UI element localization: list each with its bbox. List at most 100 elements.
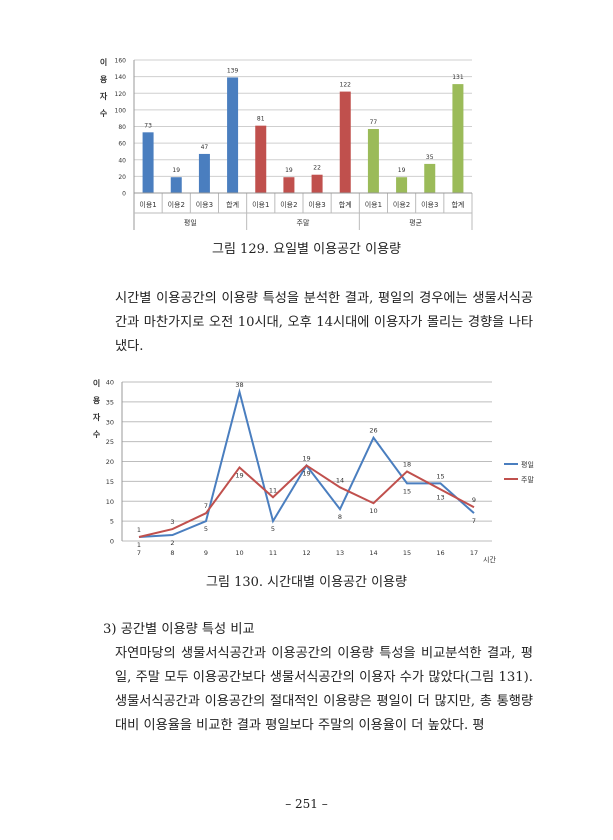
bar-주말-이용3 [311,174,323,193]
y-tick-label: 140 [115,74,127,81]
x-category-label: 합계 [339,200,352,209]
bar-value-label: 19 [172,167,180,174]
bar-평일-합계 [227,77,239,193]
data-label: 19 [302,454,310,462]
x-category-label: 이용3 [421,200,438,209]
y-tick-label: 10 [106,498,114,506]
data-label: 18 [403,460,411,468]
bar-value-label: 35 [426,154,434,161]
x-category-label: 이용3 [308,200,325,209]
x-tick-label: 13 [336,549,344,557]
data-label: 7 [204,502,208,510]
bar-평일-이용1 [142,132,154,193]
y-tick-label: 20 [118,174,126,181]
data-label: 3 [170,518,174,526]
bar-value-label: 22 [313,165,321,172]
bar-평균-합계 [452,84,464,193]
y-tick-label: 25 [106,438,114,446]
x-category-label: 이용2 [280,200,297,209]
y-tick-label: 100 [115,107,127,114]
figure-129-caption: 그림 129. 요일별 이용공간 이용량 [212,242,401,257]
bar-주말-이용1 [255,125,267,193]
y-tick-label: 160 [115,58,127,65]
data-label: 1 [137,526,141,534]
x-category-label: 합계 [451,200,464,209]
y-tick-label: 120 [115,91,127,98]
group-label: 주말 [297,219,310,227]
y-tick-label: 20 [106,458,114,466]
x-tick-label: 9 [204,549,208,557]
x-category-label: 이용1 [139,200,156,209]
x-axis-label: 시간 [483,555,496,564]
data-label: 10 [369,507,377,515]
x-category-label: 이용3 [196,200,213,209]
group-label: 평일 [184,218,197,227]
data-label: 5 [271,525,275,533]
x-category-label: 이용2 [393,200,410,209]
x-tick-label: 16 [436,549,444,557]
bar-평균-이용1 [367,128,379,193]
data-label: 15 [436,472,444,480]
data-label: 11 [269,486,277,494]
bar-평일-이용2 [170,177,182,193]
x-category-label: 합계 [226,200,239,209]
data-label: 1 [137,541,141,549]
section-heading: 3) 공간별 이용량 특성 비교 [103,622,255,637]
page-number: – 251 – [285,797,328,811]
bar-value-label: 47 [201,144,209,151]
bar-value-label: 81 [257,116,265,123]
paragraph-space-comparison: 자연마당의 생물서식공간과 이용공간의 이용량 특성을 비교분석한 결과, 평일… [103,642,533,738]
y-tick-label: 40 [106,379,114,387]
x-category-label: 이용2 [168,200,185,209]
x-tick-label: 7 [137,549,141,557]
bar-주말-합계 [339,91,351,193]
data-label: 15 [403,487,411,495]
y-tick-label: 0 [110,538,114,546]
x-tick-label: 10 [235,549,243,557]
x-category-label: 이용1 [365,200,382,209]
paragraph-time-analysis: 시간별 이용공간의 이용량 특성을 분석한 결과, 평일의 경우에는 생물서식공… [103,287,533,359]
bar-주말-이용2 [283,177,295,193]
chart2-ylabel: 이용자수 [92,379,101,447]
y-tick-label: 15 [106,478,114,486]
bar-평균-이용2 [396,177,408,193]
y-tick-label: 5 [110,518,114,526]
y-tick-label: 30 [106,418,114,426]
chart1-ylabel: 이용자수 [99,58,108,126]
data-label: 2 [170,539,174,547]
figure-130-caption: 그림 130. 시간대별 이용공간 이용량 [206,575,407,590]
paragraph-text: 자연마당의 생물서식공간과 이용공간의 이용량 특성을 비교분석한 결과, 평일… [115,646,533,733]
x-tick-label: 11 [269,549,277,557]
data-label: 26 [369,427,377,435]
data-label: 9 [472,496,476,504]
data-label: 19 [302,469,310,477]
data-label: 7 [472,517,476,525]
data-label: 19 [235,471,243,479]
paragraph-text: 시간별 이용공간의 이용량 특성을 분석한 결과, 평일의 경우에는 생물서식공… [115,291,533,354]
y-tick-label: 60 [118,141,126,148]
y-tick-label: 80 [118,124,126,131]
x-tick-label: 8 [170,549,174,557]
data-label: 13 [436,493,444,501]
y-tick-label: 40 [118,157,126,164]
group-label: 평균 [409,218,422,227]
bar-value-label: 73 [144,122,152,129]
y-tick-label: 0 [122,191,126,198]
x-tick-label: 15 [403,549,411,557]
x-tick-label: 17 [470,549,478,557]
bar-value-label: 19 [285,167,293,174]
data-label: 5 [204,525,208,533]
bar-value-label: 139 [227,67,239,74]
bar-value-label: 122 [340,82,352,89]
data-label: 8 [338,513,342,521]
x-tick-label: 14 [369,549,377,557]
series-line-주말 [138,464,475,538]
bar-평균-이용3 [424,163,436,193]
bar-value-label: 131 [452,74,464,81]
x-category-label: 이용1 [252,200,269,209]
bar-value-label: 19 [398,167,406,174]
data-label: 14 [336,476,344,484]
data-label: 38 [235,381,243,389]
bar-평일-이용3 [198,153,210,193]
